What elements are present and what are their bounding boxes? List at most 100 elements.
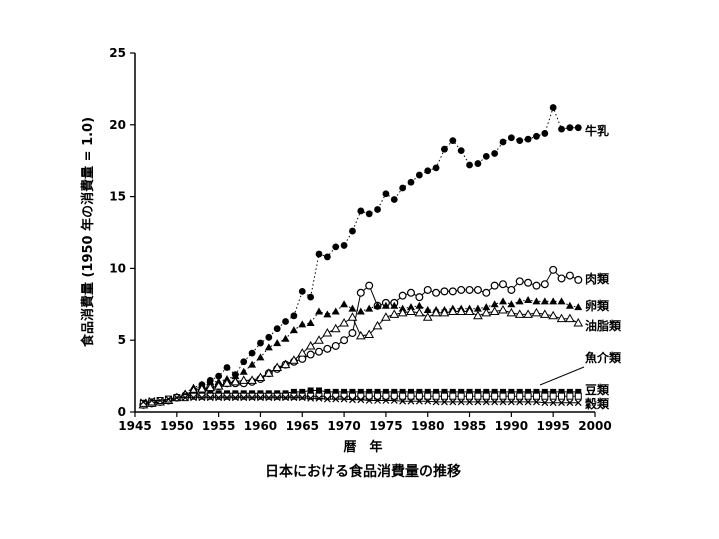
data-point-grains xyxy=(558,399,565,407)
data-point-seafood xyxy=(382,388,389,395)
data-point-seafood xyxy=(525,388,532,395)
data-point-oils xyxy=(372,320,383,330)
data-point-milk xyxy=(516,137,524,144)
data-point-oils xyxy=(531,307,542,317)
data-point-eggs xyxy=(507,300,516,308)
data-point-eggs xyxy=(549,297,558,305)
data-point-eggs xyxy=(256,353,265,361)
data-point-beans xyxy=(457,392,465,400)
data-point-beans xyxy=(273,392,281,400)
data-point-oils xyxy=(322,328,333,337)
data-point-grains xyxy=(357,396,365,404)
data-point-beans xyxy=(298,392,306,400)
data-point-beans xyxy=(499,392,507,400)
series-label-beans: 豆類 xyxy=(585,382,610,397)
data-point-beans xyxy=(206,392,214,400)
data-point-seafood xyxy=(433,388,440,395)
data-point-grains xyxy=(231,394,239,402)
data-point-grains xyxy=(340,395,348,403)
series-line-milk xyxy=(143,106,579,406)
x-tick-label: 1980 xyxy=(411,419,444,433)
data-point-beans xyxy=(290,392,298,400)
y-tick-label: 5 xyxy=(118,333,126,347)
data-point-oils xyxy=(247,375,257,384)
x-tick-label: 1975 xyxy=(369,419,402,433)
data-point-seafood xyxy=(541,388,548,395)
series-meat xyxy=(139,265,583,409)
data-point-oils xyxy=(255,372,266,382)
data-point-milk xyxy=(407,178,415,186)
data-point-seafood xyxy=(441,388,448,395)
data-point-oils xyxy=(272,362,283,371)
data-point-seafood xyxy=(307,387,314,394)
data-point-seafood xyxy=(533,388,540,395)
y-tick-label: 20 xyxy=(109,118,126,132)
data-point-seafood xyxy=(332,388,339,395)
series-eggs xyxy=(139,295,583,407)
data-point-milk xyxy=(499,138,507,146)
data-point-seafood xyxy=(474,388,481,395)
data-point-meat xyxy=(524,278,533,287)
data-point-meat xyxy=(549,265,558,274)
data-point-grains xyxy=(499,398,507,406)
data-point-meat xyxy=(565,271,574,280)
data-point-meat xyxy=(532,281,541,290)
data-point-milk xyxy=(273,325,281,333)
data-point-seafood xyxy=(466,388,473,395)
data-point-seafood xyxy=(341,388,348,395)
data-point-grains xyxy=(449,398,457,406)
data-point-meat xyxy=(557,274,566,283)
data-point-oils xyxy=(481,307,492,317)
data-point-oils xyxy=(389,309,400,318)
data-point-meat xyxy=(457,285,466,294)
data-point-oils xyxy=(422,312,433,321)
data-point-oils xyxy=(539,309,550,318)
data-point-grains xyxy=(190,394,197,402)
y-axis-title: 食品消費量 (1950 年の消費量 = 1.0) xyxy=(80,117,96,347)
data-point-beans xyxy=(265,392,273,400)
data-point-oils xyxy=(498,305,508,314)
data-point-milk xyxy=(248,349,256,357)
data-point-eggs xyxy=(565,301,574,309)
data-point-milk xyxy=(307,293,315,301)
data-point-beans xyxy=(491,392,499,400)
data-point-grains xyxy=(407,397,415,405)
data-point-eggs xyxy=(499,297,507,305)
data-point-oils xyxy=(464,306,475,315)
data-point-grains xyxy=(198,394,206,402)
data-point-oils xyxy=(213,381,224,390)
data-point-beans xyxy=(248,392,256,400)
data-point-milk xyxy=(424,167,432,175)
data-point-grains xyxy=(349,396,356,404)
data-point-oils xyxy=(439,307,450,317)
data-point-milk xyxy=(382,190,390,198)
data-point-oils xyxy=(364,329,375,338)
data-point-grains xyxy=(457,398,465,406)
x-axis-title: 暦 年 xyxy=(343,439,382,455)
data-point-grains xyxy=(482,398,490,406)
data-point-oils xyxy=(355,330,366,340)
data-point-seafood xyxy=(324,388,331,395)
data-point-grains xyxy=(248,394,256,402)
data-point-eggs xyxy=(524,295,533,303)
data-point-grains xyxy=(156,397,164,404)
data-point-meat xyxy=(356,288,365,297)
data-point-grains xyxy=(566,399,574,407)
data-point-beans xyxy=(256,392,264,400)
y-tick-label: 10 xyxy=(109,261,126,275)
data-point-beans xyxy=(466,392,474,400)
data-point-oils xyxy=(280,359,291,369)
data-point-beans xyxy=(407,392,415,400)
data-point-seafood xyxy=(458,388,465,395)
data-point-meat xyxy=(448,287,457,296)
data-point-eggs xyxy=(532,297,541,305)
data-point-grains xyxy=(165,395,172,403)
series-layer xyxy=(138,104,584,409)
data-point-eggs xyxy=(574,303,583,311)
data-point-grains xyxy=(206,394,214,402)
data-point-seafood xyxy=(316,387,322,394)
data-point-beans xyxy=(198,392,206,400)
x-tick-label: 1965 xyxy=(286,419,319,433)
data-point-oils xyxy=(297,348,308,357)
